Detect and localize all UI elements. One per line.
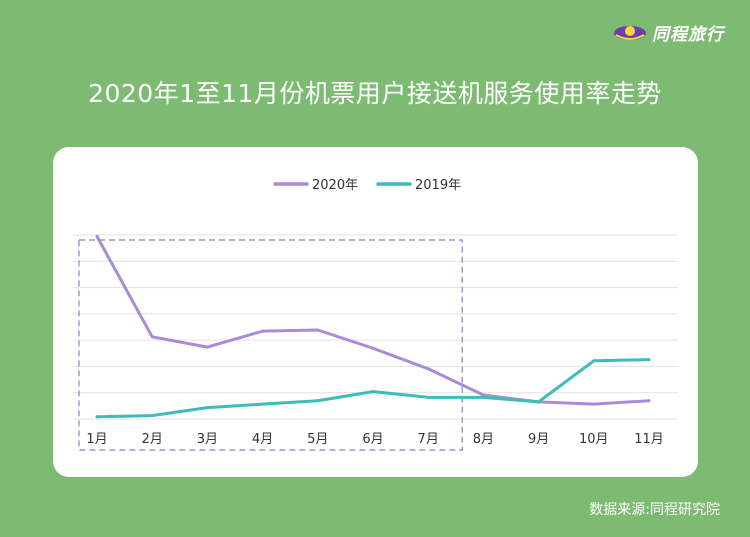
x-tick-label: 6月 <box>362 432 383 447</box>
data-point <box>481 395 485 399</box>
data-point <box>150 335 154 339</box>
data-source: 数据来源:同程研究院 <box>589 502 720 518</box>
data-point <box>261 402 265 406</box>
data-point <box>150 414 154 418</box>
data-point <box>371 346 375 350</box>
legend-label: 2020年 <box>312 178 358 193</box>
data-point <box>647 399 651 403</box>
data-point <box>426 395 430 399</box>
data-point <box>647 358 651 362</box>
x-tick-label: 3月 <box>197 432 218 447</box>
data-point <box>537 400 541 404</box>
data-point <box>95 415 99 419</box>
brand-logo: 同程旅行 <box>612 20 724 45</box>
tongcheng-logo-icon <box>614 25 646 40</box>
line-chart: 1月 2月 3月 4月 5月 6月 7月 8月 9月 10月 11月 2020年 2019年 <box>73 178 678 451</box>
data-point <box>592 359 596 363</box>
highlight-range-box <box>78 239 463 451</box>
data-point <box>481 393 485 397</box>
x-tick-label: 10月 <box>579 432 609 447</box>
series-line-1 <box>95 358 651 419</box>
x-tick-label: 4月 <box>252 432 273 447</box>
data-point <box>205 406 209 410</box>
data-point <box>95 234 99 238</box>
brand-name: 同程旅行 <box>652 25 724 45</box>
x-tick-label: 9月 <box>528 432 549 447</box>
data-point <box>261 329 265 333</box>
data-point <box>371 390 375 394</box>
x-tick-label: 5月 <box>307 432 328 447</box>
data-point <box>426 367 430 371</box>
data-point <box>316 399 320 403</box>
x-tick-label: 2月 <box>142 432 163 447</box>
data-point <box>316 328 320 332</box>
x-tick-label: 11月 <box>634 432 664 447</box>
chart-title: 2020年1至11月份机票用户接送机服务使用率走势 <box>88 79 662 108</box>
x-tick-label: 1月 <box>86 432 107 447</box>
chart-card: 1月 2月 3月 4月 5月 6月 7月 8月 9月 10月 11月 2020年 2019年 <box>53 147 698 477</box>
data-point <box>592 402 596 406</box>
legend-label: 2019年 <box>415 178 461 193</box>
x-tick-label: 7月 <box>418 432 439 447</box>
data-point <box>205 345 209 349</box>
x-tick-label: 8月 <box>473 432 494 447</box>
